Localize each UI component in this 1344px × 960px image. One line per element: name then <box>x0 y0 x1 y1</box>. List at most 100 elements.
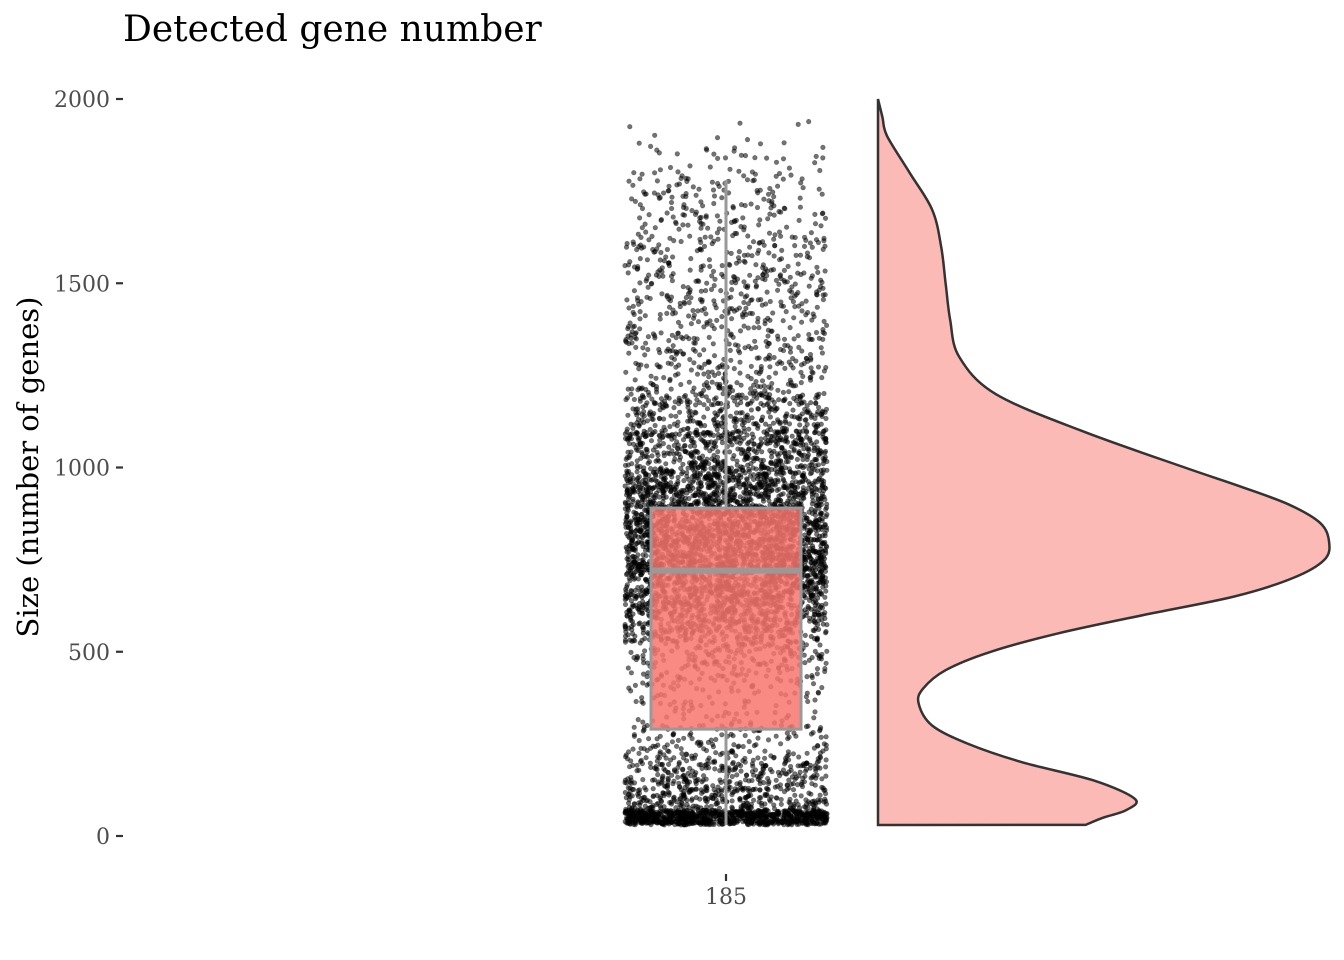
data-point <box>799 308 805 314</box>
data-point <box>698 199 704 205</box>
data-point <box>737 328 744 334</box>
data-point <box>637 758 644 765</box>
data-point <box>750 757 756 763</box>
data-point <box>683 175 689 181</box>
data-point <box>766 395 772 402</box>
data-point <box>667 298 674 304</box>
data-point <box>633 344 639 351</box>
data-point <box>689 796 695 802</box>
data-point <box>813 291 820 298</box>
data-point <box>823 757 829 763</box>
data-point <box>793 798 799 804</box>
data-point <box>738 768 744 774</box>
data-point <box>715 236 721 242</box>
data-point <box>636 767 642 773</box>
data-point <box>810 681 817 687</box>
data-point <box>633 483 639 490</box>
data-point <box>630 182 636 188</box>
y-tick-label: 1500 <box>54 272 110 297</box>
data-point <box>690 346 697 353</box>
data-point <box>680 755 687 761</box>
data-point <box>784 730 790 736</box>
data-point <box>815 626 822 633</box>
data-point <box>638 299 644 305</box>
data-point <box>700 777 706 783</box>
data-point <box>806 255 813 261</box>
data-point <box>657 437 663 443</box>
data-point <box>666 792 672 798</box>
data-point <box>746 468 753 475</box>
data-point <box>765 327 772 333</box>
data-point <box>639 624 646 630</box>
data-point <box>640 776 646 783</box>
data-point <box>675 774 681 780</box>
data-point <box>681 299 687 305</box>
data-point <box>696 486 702 492</box>
data-point <box>731 742 737 748</box>
data-point <box>622 789 628 796</box>
data-point <box>819 375 825 381</box>
data-point <box>815 527 822 533</box>
data-point <box>704 787 710 794</box>
data-point <box>799 437 805 443</box>
data-point <box>658 396 665 402</box>
x-tick-label: 185 <box>705 885 747 910</box>
y-tick-label: 1000 <box>54 457 110 482</box>
data-point <box>643 755 649 761</box>
data-point <box>702 361 708 367</box>
data-point <box>805 452 812 458</box>
data-point <box>645 334 652 340</box>
data-point <box>782 365 788 372</box>
data-point <box>823 588 829 594</box>
data-point <box>715 459 721 466</box>
data-point <box>764 465 770 471</box>
data-point <box>801 474 808 480</box>
data-point <box>815 764 821 771</box>
data-point <box>820 144 826 150</box>
data-point <box>755 735 761 741</box>
data-point <box>746 244 753 250</box>
data-point <box>708 803 714 810</box>
data-point <box>796 401 802 408</box>
data-point <box>719 788 725 794</box>
data-point <box>644 722 650 729</box>
data-point <box>697 215 703 221</box>
data-point <box>632 377 638 383</box>
data-point <box>763 266 769 272</box>
data-point <box>643 481 649 487</box>
data-point <box>692 340 698 346</box>
data-point <box>808 775 814 781</box>
data-point <box>637 242 644 248</box>
data-point <box>823 660 829 666</box>
data-point <box>713 750 719 756</box>
data-point <box>784 485 790 491</box>
data-point <box>676 784 683 790</box>
data-point <box>793 733 799 739</box>
data-point <box>714 213 721 219</box>
data-point <box>647 295 653 302</box>
data-point <box>638 593 644 599</box>
data-point <box>742 345 748 351</box>
data-point <box>622 637 629 643</box>
data-point <box>670 214 676 220</box>
data-point <box>671 767 678 773</box>
data-point <box>699 393 705 399</box>
data-point <box>639 699 645 705</box>
data-point <box>631 422 637 428</box>
data-point <box>691 360 697 366</box>
data-point <box>664 432 671 438</box>
data-point <box>752 155 758 161</box>
data-point <box>664 292 670 299</box>
data-point <box>737 370 743 376</box>
data-point <box>823 504 830 511</box>
data-point <box>810 311 816 317</box>
data-point <box>802 660 808 666</box>
data-point <box>659 430 666 436</box>
data-point <box>792 471 799 477</box>
data-point <box>639 225 645 231</box>
data-point <box>790 407 796 413</box>
data-point <box>728 316 735 322</box>
data-point <box>696 352 703 358</box>
data-point <box>649 233 655 239</box>
data-point <box>630 496 636 502</box>
